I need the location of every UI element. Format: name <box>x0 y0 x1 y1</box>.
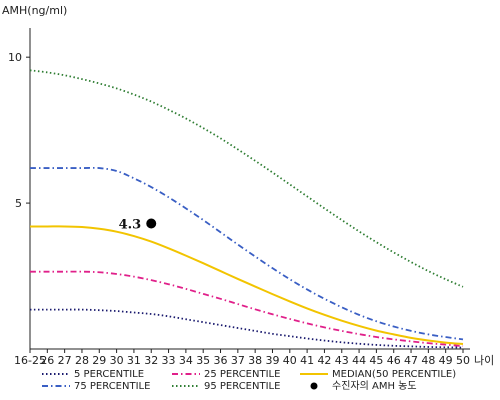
x-tick-label: 42 <box>317 354 331 367</box>
x-tick-label: 35 <box>196 354 210 367</box>
x-tick-label: 48 <box>421 354 435 367</box>
x-tick-label: 46 <box>387 354 401 367</box>
x-tick-label: 45 <box>369 354 383 367</box>
series-line-median-50-percentile <box>30 225 464 346</box>
x-tick-label: 26 <box>40 354 54 367</box>
x-tick-label: 38 <box>248 354 262 367</box>
x-tick-label: 47 <box>404 354 418 367</box>
legend-label: 수진자의 AMH 농도 <box>332 380 417 392</box>
patient-amh-point <box>146 218 157 229</box>
x-tick-label: 27 <box>58 354 72 367</box>
x-tick-label: 31 <box>127 354 141 367</box>
series-line-25-percentile <box>30 270 464 347</box>
x-tick-label: 40 <box>283 354 297 367</box>
x-tick-label: 44 <box>352 354 366 367</box>
patient-amh-value-label: 4.3 <box>119 218 142 233</box>
legend-label: 75 PERCENTILE <box>74 381 150 392</box>
patient-points: 4.3 <box>119 218 157 233</box>
x-tick-label: 39 <box>265 354 279 367</box>
legend-label: 5 PERCENTILE <box>74 369 144 380</box>
series-line-95-percentile <box>29 69 464 288</box>
legend-label: 25 PERCENTILE <box>204 369 280 380</box>
x-tick-label: 28 <box>75 354 89 367</box>
x-tick-label: 33 <box>162 354 176 367</box>
legend-label: 95 PERCENTILE <box>204 381 280 392</box>
axes: AMH(ng/ml) 나이 <box>2 4 494 367</box>
series-lines <box>29 69 464 349</box>
legend-swatch-dot <box>310 382 318 390</box>
y-tick-label: 10 <box>8 51 22 64</box>
x-axis-title: 나이 <box>474 354 494 367</box>
x-tick-label: 32 <box>144 354 158 367</box>
x-tick-label: 49 <box>439 354 453 367</box>
x-tick-label: 41 <box>300 354 314 367</box>
x-tick-label: 34 <box>179 354 193 367</box>
legend: 5 PERCENTILE 25 PERCENTILE MEDIAN(50 PERCE… <box>42 369 456 392</box>
x-tick-label: 29 <box>92 354 106 367</box>
x-tick-label: 16-25 <box>14 354 46 367</box>
legend-label: MEDIAN(50 PERCENTILE) <box>332 369 456 380</box>
x-tick-label: 30 <box>110 354 124 367</box>
x-tick-label: 50 <box>456 354 470 367</box>
series-line-5-percentile <box>29 308 464 349</box>
y-axis-title: AMH(ng/ml) <box>2 4 67 17</box>
series-line-75-percentile <box>30 166 464 341</box>
x-tick-label: 36 <box>214 354 228 367</box>
y-ticks: 5 10 <box>8 51 30 210</box>
x-tick-label: 43 <box>335 354 349 367</box>
y-tick-label: 5 <box>15 197 22 210</box>
x-tick-label: 37 <box>231 354 245 367</box>
